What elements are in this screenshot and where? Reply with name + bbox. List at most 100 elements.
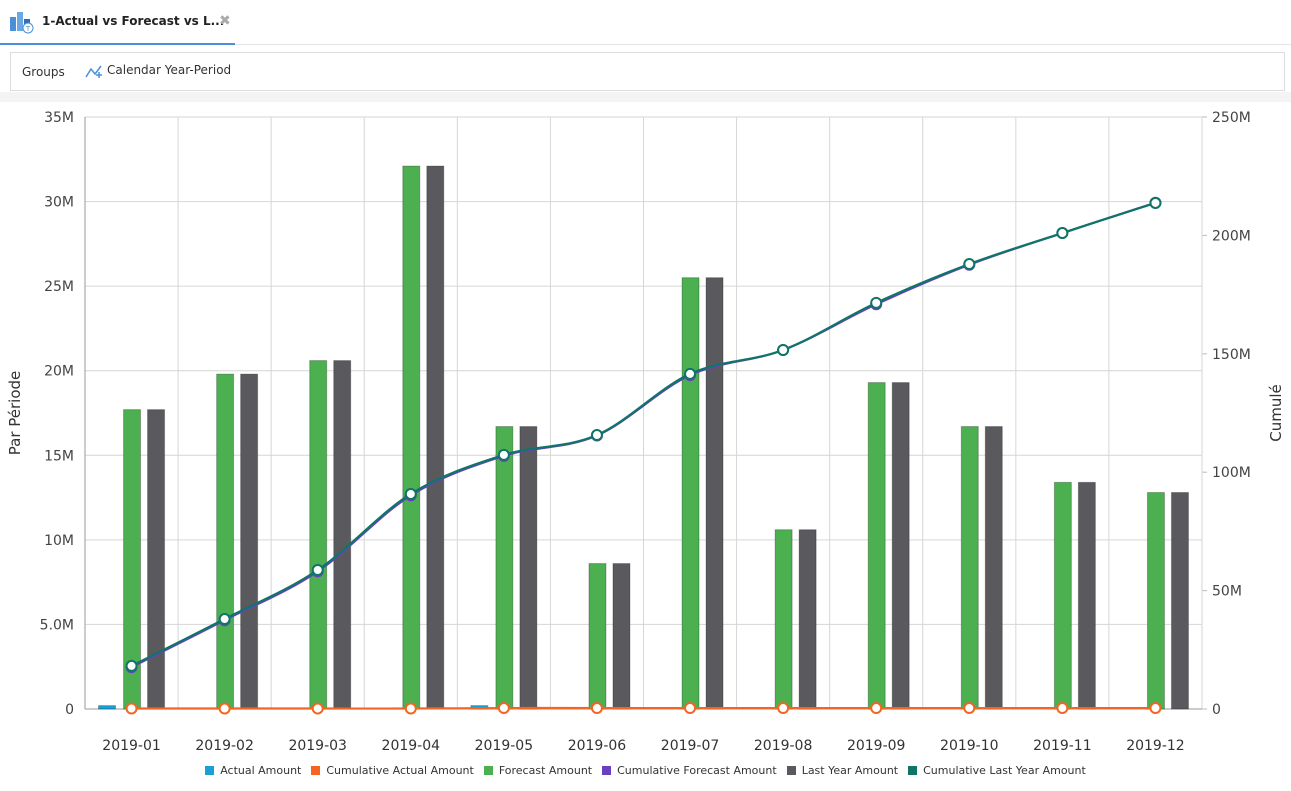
y2-tick-label: 200M (1212, 228, 1251, 244)
legend-swatch (908, 766, 918, 775)
y-tick-label: 10M (44, 533, 74, 549)
field-icon (85, 65, 102, 78)
y-tick-label: 15M (44, 448, 74, 464)
line-marker (218, 702, 231, 715)
x-tick-label: 2019-01 (102, 738, 161, 754)
y-tick-label: 35M (44, 110, 74, 126)
line-marker (125, 659, 138, 672)
tab-bar: T 1-Actual vs Forecast vs L... ✖ (0, 0, 1291, 45)
bar (98, 705, 117, 710)
line-marker (684, 367, 697, 380)
line-marker (777, 702, 790, 715)
bar (495, 426, 514, 710)
legend-item[interactable]: Actual Amount (205, 764, 301, 777)
line-marker (590, 429, 603, 442)
legend-swatch (311, 766, 321, 775)
chart: 0 5.0M 10M 15M 20M 25M 30M 35M 0 50M 100M 150M 200M 2… (6, 110, 1285, 754)
y2-tick-label: 250M (1212, 110, 1251, 126)
svg-text:T: T (25, 25, 31, 33)
y-tick-label: 25M (44, 279, 74, 295)
x-tick-label: 2019-07 (661, 738, 720, 754)
line-marker (497, 702, 510, 715)
legend-label: Cumulative Last Year Amount (923, 764, 1086, 777)
bar (1170, 491, 1189, 710)
line-marker (870, 296, 883, 309)
legend-swatch (786, 766, 796, 775)
field-label[interactable]: Calendar Year-Period (107, 63, 232, 77)
y2-tick-label: 50M (1212, 584, 1242, 600)
bar (960, 426, 979, 710)
bar (798, 529, 817, 710)
groups-label[interactable]: Groups (22, 65, 65, 79)
bar (333, 360, 352, 710)
legend-label: Last Year Amount (801, 764, 899, 777)
legend-swatch (602, 766, 612, 775)
legend-swatch (483, 766, 493, 775)
legend-label: Actual Amount (220, 764, 302, 777)
separator (0, 92, 1291, 102)
legend-item[interactable]: Last Year Amount (786, 764, 899, 777)
y-tick-label: 5.0M (40, 617, 74, 633)
bar (1077, 481, 1096, 710)
x-tick-label: 2019-06 (568, 738, 627, 754)
line-marker (497, 448, 510, 461)
line-marker (963, 258, 976, 271)
tab-icon: T (10, 12, 34, 34)
tab[interactable]: T 1-Actual vs Forecast vs L... ✖ (0, 0, 235, 45)
line-marker (218, 613, 231, 626)
bar (402, 165, 421, 710)
bar (891, 382, 910, 710)
toolbar: Groups Calendar Year-Period (10, 52, 1285, 91)
bar (612, 563, 631, 710)
tab-title: 1-Actual vs Forecast vs L... (42, 14, 225, 28)
legend-item[interactable]: Cumulative Actual Amount (311, 764, 474, 777)
legend: Actual Amount Cumulative Actual Amount For… (0, 764, 1291, 777)
legend-item[interactable]: Forecast Amount (483, 764, 593, 777)
legend-label: Forecast Amount (498, 764, 593, 777)
x-tick-label: 2019-10 (940, 738, 999, 754)
bar (705, 277, 724, 710)
line-marker (404, 702, 417, 715)
legend-item[interactable]: Cumulative Forecast Amount (602, 764, 777, 777)
y2-tick-label: 150M (1212, 347, 1251, 363)
y-tick-label: 0 (65, 702, 74, 718)
line-marker (590, 702, 603, 715)
legend-label: Cumulative Forecast Amount (617, 764, 777, 777)
x-tick-label: 2019-12 (1126, 738, 1185, 754)
bar (309, 360, 328, 710)
line-marker (1149, 196, 1162, 209)
y2-tick-label: 0 (1212, 702, 1221, 718)
x-tick-label: 2019-08 (754, 738, 813, 754)
line-marker (1056, 702, 1069, 715)
line-marker (684, 702, 697, 715)
bar (426, 165, 445, 710)
y-tick-label: 30M (44, 195, 74, 211)
line-marker (1056, 227, 1069, 240)
bar (519, 426, 538, 710)
bar (147, 409, 166, 710)
legend-swatch (205, 766, 215, 775)
legend-label: Cumulative Actual Amount (326, 764, 474, 777)
x-tick-label: 2019-03 (288, 738, 347, 754)
line-marker (404, 487, 417, 500)
y-axis-title: Par Période (6, 371, 24, 456)
bar (867, 382, 886, 710)
y2-axis-title: Cumulé (1267, 384, 1285, 442)
bar (984, 426, 1003, 710)
y2-tick-label: 100M (1212, 465, 1251, 481)
line-marker (311, 563, 324, 576)
bar (1053, 481, 1072, 710)
x-tick-label: 2019-11 (1033, 738, 1092, 754)
y-tick-label: 20M (44, 364, 74, 380)
line-marker (1149, 702, 1162, 715)
bar (240, 373, 259, 710)
legend-item[interactable]: Cumulative Last Year Amount (908, 764, 1086, 777)
close-icon[interactable]: ✖ (219, 13, 231, 29)
line-marker (311, 702, 324, 715)
line-marker (777, 344, 790, 357)
bar (681, 277, 700, 710)
x-tick-label: 2019-05 (475, 738, 534, 754)
bar (216, 373, 235, 710)
bar (1146, 491, 1165, 710)
